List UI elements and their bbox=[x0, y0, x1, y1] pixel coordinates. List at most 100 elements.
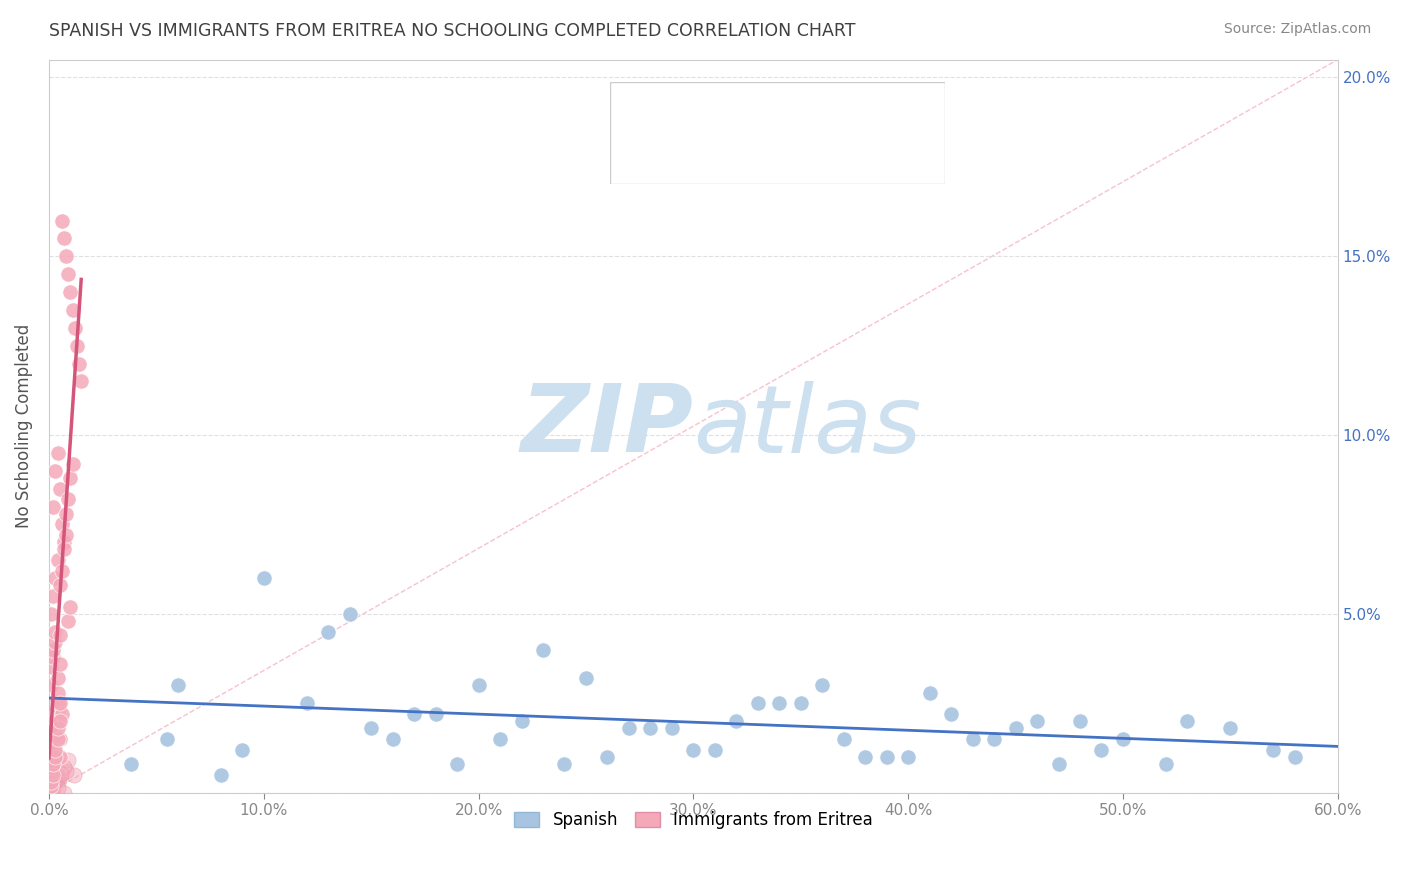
Point bbox=[51, 517, 73, 532]
Point bbox=[1069, 714, 1091, 728]
Point bbox=[38, 768, 60, 782]
Point bbox=[51, 564, 73, 578]
Point bbox=[41, 747, 63, 761]
Point bbox=[44, 464, 66, 478]
Point bbox=[425, 706, 447, 721]
Point bbox=[295, 696, 318, 710]
Point bbox=[253, 571, 276, 585]
Point bbox=[381, 731, 404, 746]
Point bbox=[46, 772, 69, 787]
Point bbox=[1219, 721, 1241, 735]
Point bbox=[53, 786, 76, 800]
Point bbox=[1284, 750, 1306, 764]
Point bbox=[44, 731, 66, 746]
Point bbox=[553, 757, 575, 772]
Point bbox=[725, 714, 748, 728]
Point bbox=[62, 768, 84, 782]
Point bbox=[59, 285, 82, 299]
Point bbox=[39, 678, 62, 692]
Point bbox=[1090, 743, 1112, 757]
Point bbox=[41, 755, 63, 769]
Point bbox=[48, 696, 70, 710]
Point bbox=[42, 768, 65, 782]
Point bbox=[918, 685, 941, 699]
Point bbox=[45, 731, 67, 746]
Point bbox=[46, 703, 69, 717]
Point bbox=[46, 446, 69, 460]
Text: ZIP: ZIP bbox=[520, 380, 693, 472]
Text: atlas: atlas bbox=[693, 381, 921, 472]
Point bbox=[360, 721, 382, 735]
Point bbox=[42, 757, 65, 772]
Point bbox=[42, 500, 65, 514]
Point bbox=[42, 775, 65, 789]
Point bbox=[41, 756, 63, 771]
Point bbox=[120, 757, 142, 772]
Point bbox=[42, 696, 65, 710]
Point bbox=[55, 764, 77, 779]
Point bbox=[41, 775, 63, 789]
Point bbox=[62, 302, 84, 317]
Point bbox=[55, 507, 77, 521]
Point bbox=[59, 471, 82, 485]
Point bbox=[166, 678, 188, 692]
Point bbox=[531, 642, 554, 657]
Point bbox=[59, 599, 82, 614]
Point bbox=[46, 685, 69, 699]
Point bbox=[1112, 731, 1135, 746]
Point bbox=[48, 770, 70, 784]
Point bbox=[39, 780, 62, 794]
Point bbox=[63, 320, 86, 334]
Y-axis label: No Schooling Completed: No Schooling Completed bbox=[15, 324, 32, 528]
Point bbox=[55, 249, 77, 263]
Point bbox=[39, 784, 62, 798]
Point bbox=[49, 766, 72, 780]
Point bbox=[1026, 714, 1049, 728]
Point bbox=[44, 571, 66, 585]
Point bbox=[48, 482, 70, 496]
Point bbox=[682, 743, 704, 757]
Point bbox=[617, 721, 640, 735]
Point bbox=[48, 731, 70, 746]
Point bbox=[209, 768, 232, 782]
Point bbox=[44, 774, 66, 789]
Point bbox=[46, 731, 69, 746]
Point bbox=[48, 657, 70, 671]
Point bbox=[46, 671, 69, 685]
Point bbox=[596, 750, 619, 764]
Point bbox=[897, 750, 920, 764]
Point bbox=[46, 714, 69, 728]
Point bbox=[53, 542, 76, 557]
Point bbox=[58, 267, 80, 281]
Point bbox=[510, 714, 533, 728]
Text: Source: ZipAtlas.com: Source: ZipAtlas.com bbox=[1223, 22, 1371, 37]
Point bbox=[44, 721, 66, 735]
Point bbox=[39, 607, 62, 621]
Point bbox=[42, 771, 65, 785]
Point bbox=[67, 357, 90, 371]
Point bbox=[39, 783, 62, 797]
Point bbox=[48, 781, 70, 796]
Point bbox=[42, 767, 65, 781]
Point bbox=[811, 678, 834, 692]
Point bbox=[339, 607, 361, 621]
Point bbox=[939, 706, 962, 721]
Point bbox=[42, 589, 65, 603]
Point bbox=[51, 706, 73, 721]
Point bbox=[42, 750, 65, 764]
Point bbox=[39, 768, 62, 782]
Point bbox=[53, 535, 76, 549]
Point bbox=[44, 624, 66, 639]
Point bbox=[575, 671, 598, 685]
Point bbox=[62, 457, 84, 471]
Point bbox=[42, 781, 65, 796]
Point bbox=[44, 635, 66, 649]
Point bbox=[316, 624, 339, 639]
Point bbox=[53, 231, 76, 245]
Point bbox=[44, 743, 66, 757]
Point bbox=[66, 339, 89, 353]
Point bbox=[853, 750, 876, 764]
Point bbox=[42, 768, 65, 782]
Point bbox=[46, 696, 69, 710]
Point bbox=[53, 760, 76, 774]
